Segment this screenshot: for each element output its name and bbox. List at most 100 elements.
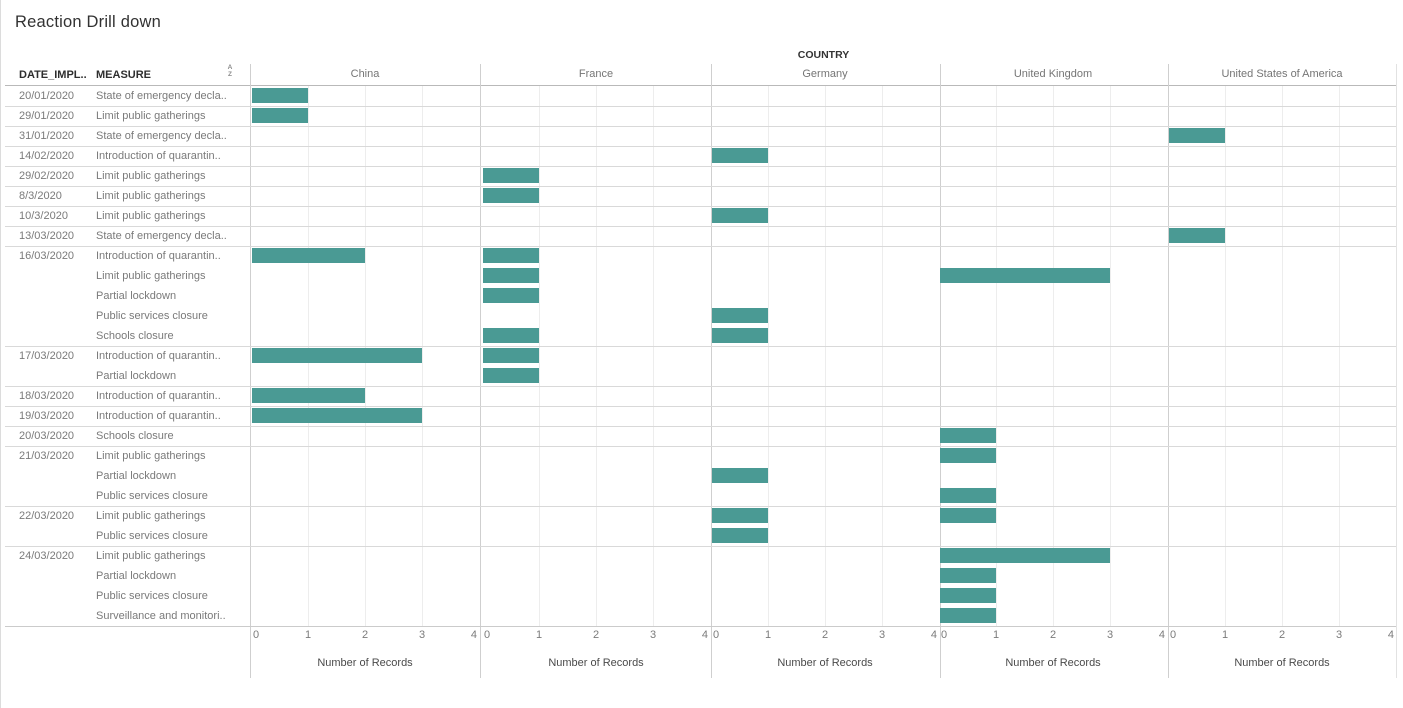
column-header-date[interactable]: DATE_IMPL.. — [19, 69, 87, 81]
row-date-label[interactable]: 24/03/2020 — [19, 550, 75, 562]
row-date-label[interactable]: 29/02/2020 — [19, 170, 75, 182]
bar[interactable] — [940, 428, 996, 443]
bar[interactable] — [712, 328, 768, 343]
row-measure-label[interactable]: Public services closure — [96, 490, 208, 502]
row-date-label[interactable]: 18/03/2020 — [19, 390, 75, 402]
bar[interactable] — [483, 288, 539, 303]
row-measure-label[interactable]: Introduction of quarantin.. — [96, 250, 221, 262]
row-measure-label[interactable]: Public services closure — [96, 310, 208, 322]
bar[interactable] — [1169, 128, 1225, 143]
row-date-label[interactable]: 8/3/2020 — [19, 190, 62, 202]
row-measure-label[interactable]: Introduction of quarantin.. — [96, 390, 221, 402]
bar[interactable] — [712, 148, 768, 163]
bar[interactable] — [483, 168, 539, 183]
bar[interactable] — [252, 248, 365, 263]
axis-tick-label: 1 — [992, 629, 1000, 641]
row-measure-label[interactable]: Public services closure — [96, 590, 208, 602]
row-measure-label[interactable]: Partial lockdown — [96, 290, 177, 302]
row-measure-label[interactable]: State of emergency decla.. — [96, 90, 227, 102]
row-measure-label[interactable]: Limit public gatherings — [96, 210, 206, 222]
axis-tick-label: 3 — [1335, 629, 1343, 641]
axis-tick-label: 3 — [649, 629, 657, 641]
bar[interactable] — [712, 508, 768, 523]
bar[interactable] — [252, 348, 422, 363]
country-dimension-header[interactable]: COUNTRY — [797, 49, 850, 61]
row-measure-label[interactable]: Introduction of quarantin.. — [96, 350, 221, 362]
bar[interactable] — [940, 588, 996, 603]
row-date-label[interactable]: 19/03/2020 — [19, 410, 75, 422]
row-date-label[interactable]: 10/3/2020 — [19, 210, 68, 222]
row-measure-label[interactable]: Limit public gatherings — [96, 550, 206, 562]
row-measure-label[interactable]: Limit public gatherings — [96, 170, 206, 182]
axis-tick-label: 4 — [1158, 629, 1165, 641]
bar[interactable] — [940, 488, 996, 503]
bar[interactable] — [252, 108, 308, 123]
row-date-label[interactable]: 13/03/2020 — [19, 230, 75, 242]
bar[interactable] — [252, 88, 308, 103]
row-measure-label[interactable]: Limit public gatherings — [96, 450, 206, 462]
row-date-label[interactable]: 17/03/2020 — [19, 350, 75, 362]
country-column-label[interactable]: China — [350, 68, 380, 80]
row-measure-label[interactable]: Schools closure — [96, 430, 174, 442]
row-measure-label[interactable]: Partial lockdown — [96, 370, 177, 382]
axis-tick-label: 3 — [878, 629, 886, 641]
bar[interactable] — [483, 268, 539, 283]
axis-gridline — [882, 86, 883, 626]
bar[interactable] — [940, 608, 996, 623]
axis-gridline — [1339, 86, 1340, 626]
row-date-label[interactable]: 31/01/2020 — [19, 130, 75, 142]
country-column-label[interactable]: Germany — [802, 68, 848, 80]
country-column-label[interactable]: France — [578, 68, 614, 80]
bar[interactable] — [940, 568, 996, 583]
row-date-label[interactable]: 22/03/2020 — [19, 510, 75, 522]
group-separator-line — [5, 446, 1396, 447]
bar[interactable] — [252, 408, 422, 423]
row-measure-label[interactable]: Introduction of quarantin.. — [96, 150, 221, 162]
row-date-label[interactable]: 14/02/2020 — [19, 150, 75, 162]
bar[interactable] — [712, 208, 768, 223]
axis-gridline — [996, 86, 997, 626]
row-measure-label[interactable]: State of emergency decla.. — [96, 230, 227, 242]
row-measure-label[interactable]: Limit public gatherings — [96, 270, 206, 282]
row-measure-label[interactable]: Limit public gatherings — [96, 510, 206, 522]
country-column-label[interactable]: United Kingdom — [1013, 68, 1093, 80]
bar[interactable] — [940, 268, 1110, 283]
axis-gridline — [768, 86, 769, 626]
row-measure-label[interactable]: Introduction of quarantin.. — [96, 410, 221, 422]
axis-tick-label: 1 — [535, 629, 543, 641]
row-date-label[interactable]: 21/03/2020 — [19, 450, 75, 462]
country-column-label[interactable]: United States of America — [1221, 68, 1343, 80]
bar[interactable] — [252, 388, 365, 403]
axis-title: Number of Records — [548, 657, 644, 669]
row-measure-label[interactable]: Public services closure — [96, 530, 208, 542]
row-measure-label[interactable]: Limit public gatherings — [96, 190, 206, 202]
bar[interactable] — [483, 188, 539, 203]
bar[interactable] — [940, 548, 1110, 563]
bar[interactable] — [483, 248, 539, 263]
sort-az-icon[interactable]: A Z — [225, 64, 235, 78]
row-measure-label[interactable]: Schools closure — [96, 330, 174, 342]
row-measure-label[interactable]: Partial lockdown — [96, 470, 177, 482]
bar[interactable] — [712, 308, 768, 323]
bar[interactable] — [483, 328, 539, 343]
bar[interactable] — [483, 368, 539, 383]
bar[interactable] — [712, 468, 768, 483]
bar[interactable] — [940, 508, 996, 523]
axis-tick-label: 0 — [253, 629, 260, 641]
group-separator-line — [5, 406, 1396, 407]
row-measure-label[interactable]: Limit public gatherings — [96, 110, 206, 122]
row-measure-label[interactable]: Partial lockdown — [96, 570, 177, 582]
row-date-label[interactable]: 20/03/2020 — [19, 430, 75, 442]
row-date-label[interactable]: 29/01/2020 — [19, 110, 75, 122]
row-measure-label[interactable]: Surveillance and monitori.. — [96, 610, 226, 622]
axis-gridline — [1282, 86, 1283, 626]
bar[interactable] — [1169, 228, 1225, 243]
bar[interactable] — [712, 528, 768, 543]
bar[interactable] — [940, 448, 996, 463]
column-header-measure[interactable]: MEASURE — [96, 69, 152, 81]
row-date-label[interactable]: 16/03/2020 — [19, 250, 75, 262]
sort-icon-letter-z: Z — [228, 70, 232, 78]
row-measure-label[interactable]: State of emergency decla.. — [96, 130, 227, 142]
bar[interactable] — [483, 348, 539, 363]
row-date-label[interactable]: 20/01/2020 — [19, 90, 75, 102]
